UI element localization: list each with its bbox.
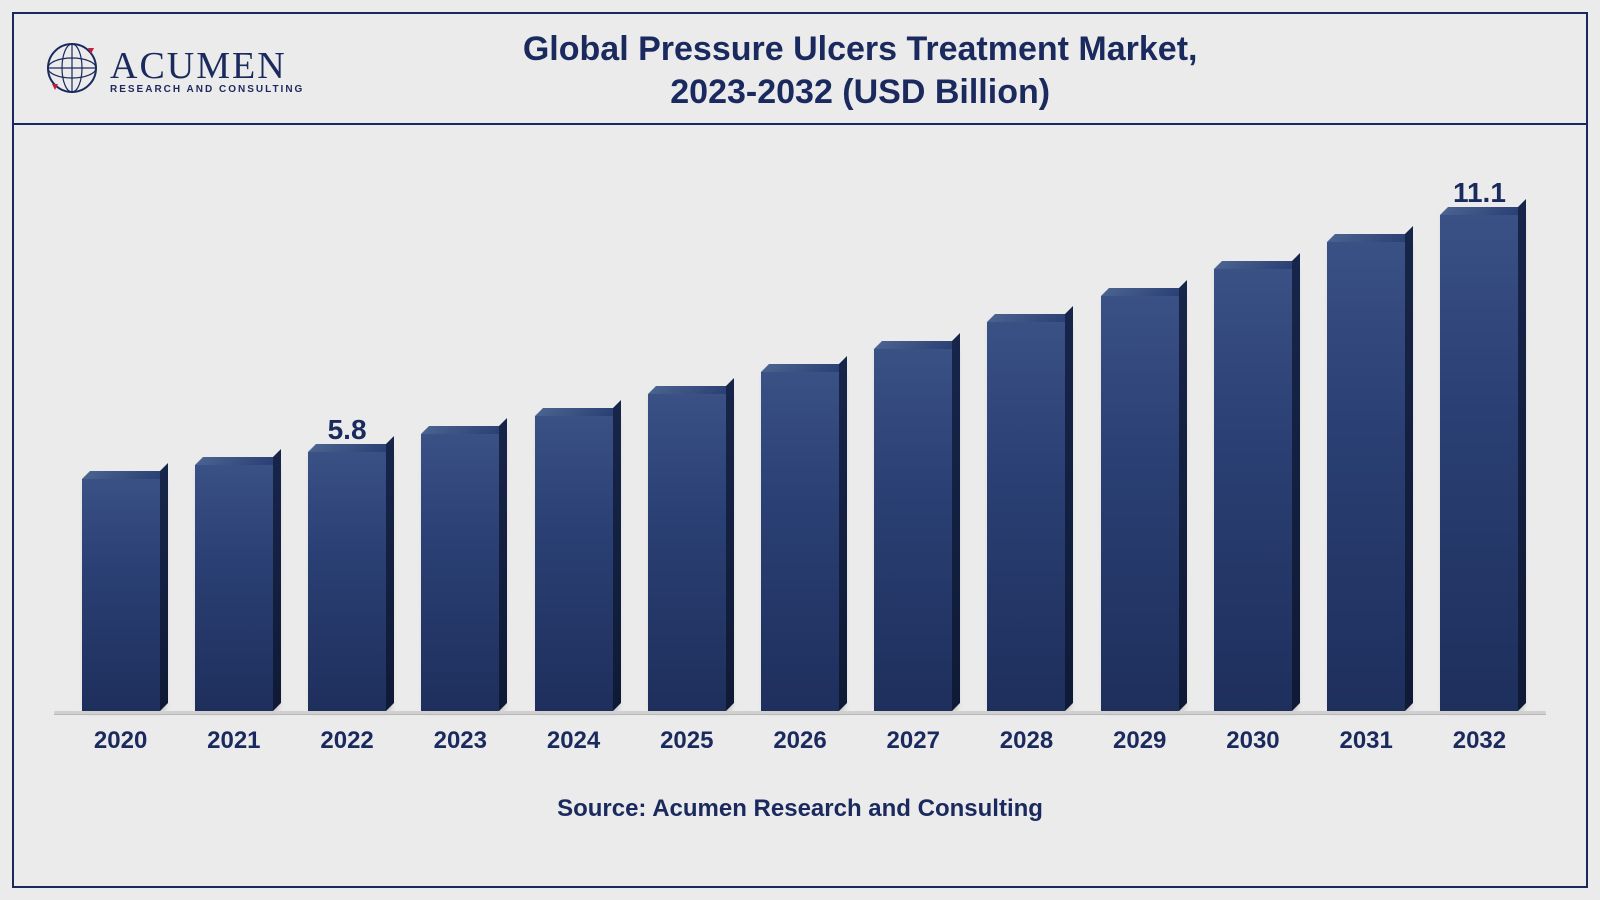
x-axis-label: 2027 — [887, 727, 940, 755]
logo-tagline: RESEARCH AND CONSULTING — [110, 85, 304, 95]
bar — [874, 349, 952, 711]
bar — [1214, 269, 1292, 711]
x-axis-label: 2025 — [660, 727, 713, 755]
logo: ACUMEN RESEARCH AND CONSULTING — [44, 40, 304, 101]
bar — [987, 322, 1065, 711]
globe-icon — [44, 40, 100, 101]
logo-text: ACUMEN RESEARCH AND CONSULTING — [110, 47, 304, 95]
bar — [195, 465, 273, 711]
plot: 202020215.820222023202420252026202720282… — [54, 175, 1546, 775]
bar-value-label: 11.1 — [1453, 177, 1506, 209]
x-axis-label: 2030 — [1226, 727, 1279, 755]
x-axis-baseline — [54, 711, 1546, 715]
bar-slot: 2028 — [970, 322, 1083, 711]
bar-slot: 2031 — [1310, 242, 1423, 711]
x-axis-label: 2020 — [94, 727, 147, 755]
x-axis-label: 2032 — [1453, 727, 1506, 755]
chart-frame: ACUMEN RESEARCH AND CONSULTING Global Pr… — [12, 12, 1588, 888]
x-axis-label: 2022 — [320, 727, 373, 755]
bar — [308, 452, 386, 711]
bar-slot: 2027 — [857, 349, 970, 711]
bar-slot: 2029 — [1083, 296, 1196, 711]
bars-container: 202020215.820222023202420252026202720282… — [54, 175, 1546, 711]
x-axis-label: 2031 — [1339, 727, 1392, 755]
bar-slot: 2030 — [1196, 269, 1309, 711]
logo-brand: ACUMEN — [110, 47, 304, 85]
bar-slot: 2026 — [743, 372, 856, 711]
bar-slot: 11.12032 — [1423, 177, 1536, 711]
bar-slot: 5.82022 — [290, 414, 403, 711]
bar — [421, 434, 499, 711]
bar — [1327, 242, 1405, 711]
bar-slot: 2024 — [517, 416, 630, 711]
bar-slot: 2023 — [404, 434, 517, 711]
bar — [1101, 296, 1179, 711]
bar-slot: 2020 — [64, 479, 177, 711]
title-line2: 2023-2032 (USD Billion) — [670, 73, 1050, 111]
bar-slot: 2025 — [630, 394, 743, 711]
x-axis-label: 2029 — [1113, 727, 1166, 755]
bar — [535, 416, 613, 711]
bar — [648, 394, 726, 711]
header: ACUMEN RESEARCH AND CONSULTING Global Pr… — [14, 14, 1586, 125]
title-wrap: Global Pressure Ulcers Treatment Market,… — [324, 28, 1556, 113]
x-axis-label: 2026 — [773, 727, 826, 755]
x-axis-label: 2024 — [547, 727, 600, 755]
title-line1: Global Pressure Ulcers Treatment Market, — [523, 30, 1198, 68]
chart-area: 202020215.820222023202420252026202720282… — [14, 125, 1586, 886]
bar-value-label: 5.8 — [328, 414, 367, 446]
x-axis-label: 2021 — [207, 727, 260, 755]
source-text: Source: Acumen Research and Consulting — [54, 775, 1546, 851]
bar-slot: 2021 — [177, 465, 290, 711]
x-axis-label: 2023 — [434, 727, 487, 755]
x-axis-label: 2028 — [1000, 727, 1053, 755]
chart-title: Global Pressure Ulcers Treatment Market,… — [324, 28, 1396, 113]
bar — [82, 479, 160, 711]
bar — [1440, 215, 1518, 711]
bar — [761, 372, 839, 711]
